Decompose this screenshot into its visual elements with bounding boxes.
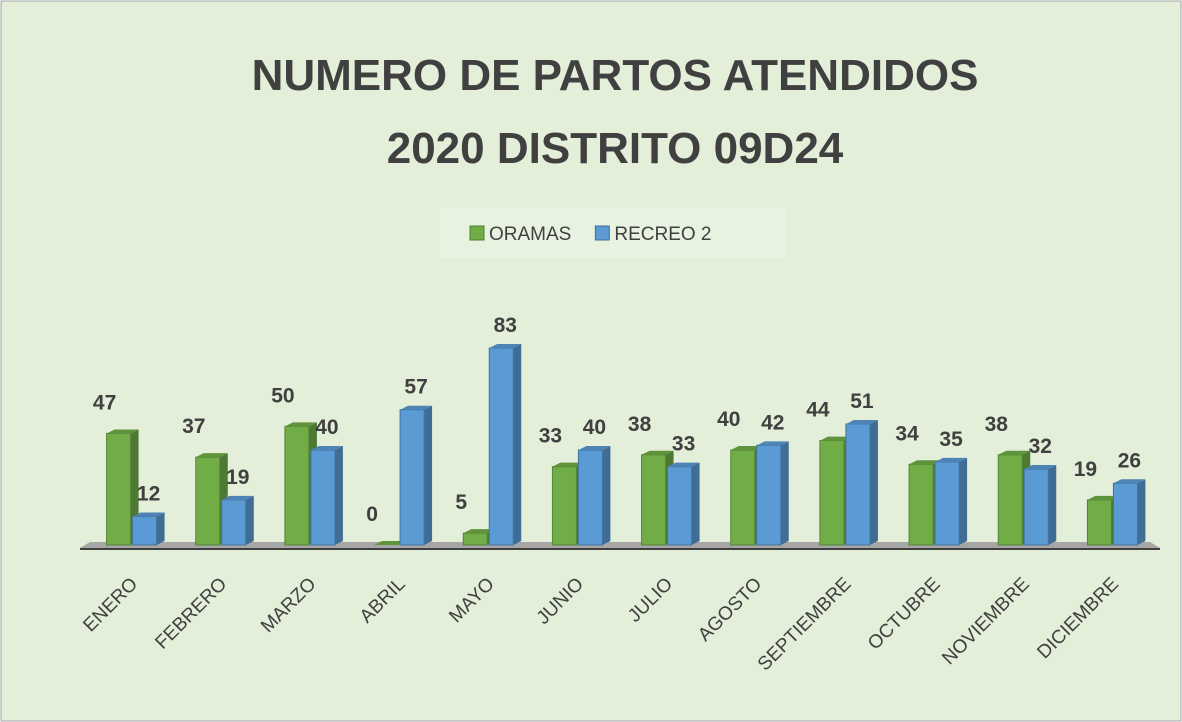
bar-top bbox=[106, 429, 139, 434]
legend-label: ORAMAS bbox=[489, 224, 571, 245]
bar-top bbox=[909, 460, 942, 465]
bar bbox=[106, 432, 132, 546]
bar-top bbox=[998, 450, 1031, 455]
bar-side bbox=[691, 462, 700, 545]
data-label: 5 bbox=[455, 491, 467, 514]
bar bbox=[221, 499, 247, 546]
bar-side bbox=[334, 446, 343, 545]
data-label: 50 bbox=[271, 384, 294, 407]
bar-top bbox=[310, 446, 343, 451]
bar-top bbox=[284, 422, 317, 427]
data-label: 35 bbox=[939, 428, 963, 451]
bar-side bbox=[424, 405, 433, 545]
data-label: 33 bbox=[539, 425, 562, 448]
bar-side bbox=[156, 512, 165, 545]
bar-side bbox=[513, 344, 522, 545]
bar bbox=[908, 463, 934, 546]
bar-top bbox=[730, 446, 763, 451]
bar bbox=[934, 461, 960, 546]
data-label: 51 bbox=[850, 390, 874, 413]
bar-top bbox=[221, 495, 254, 500]
bar-top bbox=[552, 462, 585, 467]
legend-swatch bbox=[469, 225, 485, 241]
bar bbox=[1086, 499, 1112, 546]
bar-top bbox=[1087, 495, 1120, 500]
bar-top bbox=[400, 405, 433, 410]
data-label: 38 bbox=[628, 413, 652, 436]
data-label: 37 bbox=[182, 415, 205, 438]
bar bbox=[399, 409, 425, 546]
data-label: 57 bbox=[404, 376, 427, 399]
data-label: 47 bbox=[93, 391, 116, 414]
data-label: 34 bbox=[895, 422, 919, 445]
bar-top bbox=[374, 541, 407, 545]
data-label: 83 bbox=[494, 314, 517, 337]
bar bbox=[730, 449, 756, 546]
data-label: 0 bbox=[366, 503, 378, 526]
data-label: 40 bbox=[717, 408, 740, 431]
bar-top bbox=[845, 419, 878, 424]
data-label: 40 bbox=[583, 416, 606, 439]
bar-top bbox=[935, 457, 968, 462]
bar bbox=[845, 423, 871, 546]
bar-top bbox=[463, 529, 496, 534]
data-label: 19 bbox=[1074, 458, 1097, 481]
bar bbox=[488, 347, 514, 546]
bar-top bbox=[578, 446, 611, 451]
bar bbox=[641, 454, 667, 546]
data-label: 44 bbox=[806, 399, 830, 422]
bar bbox=[284, 425, 310, 546]
bar-top bbox=[819, 436, 852, 441]
legend-swatch bbox=[594, 225, 610, 241]
data-label: 33 bbox=[672, 433, 695, 456]
bar-top bbox=[195, 453, 228, 458]
bar bbox=[667, 466, 693, 546]
chart-title: NUMERO DE PARTOS ATENDIDOS bbox=[252, 51, 979, 100]
data-label: 12 bbox=[137, 483, 160, 506]
bar bbox=[1023, 468, 1049, 546]
bar bbox=[551, 466, 577, 546]
bar bbox=[819, 440, 845, 546]
bar bbox=[132, 516, 158, 546]
floor bbox=[80, 542, 1160, 548]
data-label: 32 bbox=[1029, 435, 1052, 458]
data-label: 38 bbox=[985, 413, 1009, 436]
bar-top bbox=[1024, 465, 1057, 470]
bar-side bbox=[780, 441, 789, 545]
bar-side bbox=[1048, 465, 1057, 545]
data-label: 26 bbox=[1118, 449, 1141, 472]
data-label: 40 bbox=[315, 416, 338, 439]
bar-side bbox=[869, 419, 878, 545]
bar bbox=[310, 449, 336, 546]
bar-top bbox=[756, 441, 789, 446]
chart-title: 2020 DISTRITO 09D24 bbox=[387, 124, 844, 173]
bar-side bbox=[959, 457, 968, 545]
bar bbox=[195, 456, 221, 546]
bar-top bbox=[667, 462, 700, 467]
bar-top bbox=[132, 512, 165, 517]
bar-side bbox=[1137, 479, 1146, 545]
bar-top bbox=[1113, 479, 1146, 484]
bar-top bbox=[489, 344, 522, 348]
bar bbox=[462, 532, 488, 546]
bar-side bbox=[245, 495, 254, 545]
data-label: 19 bbox=[226, 466, 249, 489]
bar bbox=[1112, 482, 1138, 546]
bar bbox=[577, 449, 603, 546]
legend-box bbox=[440, 208, 786, 258]
bar-side bbox=[602, 446, 611, 545]
bar bbox=[997, 454, 1023, 546]
bar bbox=[756, 444, 782, 546]
data-label: 42 bbox=[761, 411, 784, 434]
legend-label: RECREO 2 bbox=[614, 224, 711, 245]
bar-top bbox=[641, 450, 674, 455]
